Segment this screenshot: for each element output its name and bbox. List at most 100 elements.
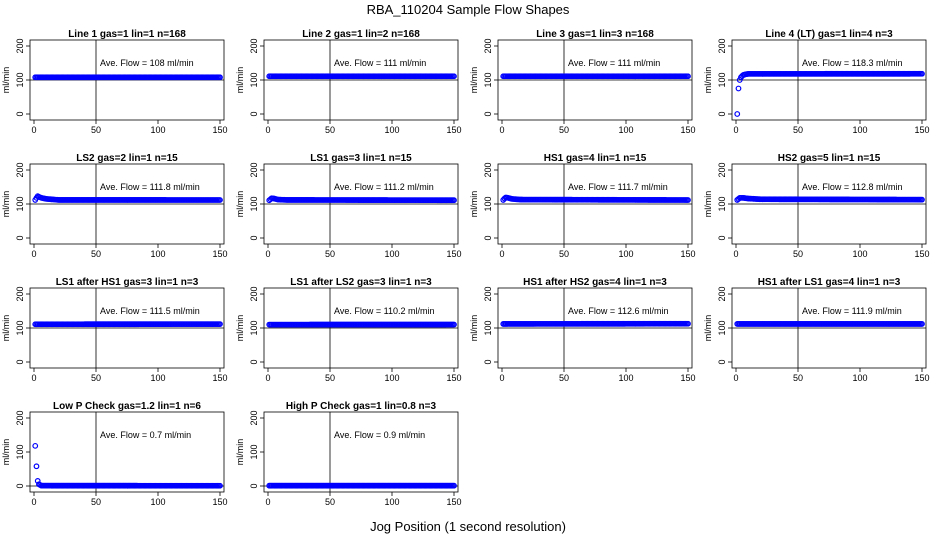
x-tick-label: 100: [384, 125, 399, 135]
y-axis-label: ml/min: [235, 439, 245, 466]
ave-flow-annotation: Ave. Flow = 118.3 ml/min: [802, 58, 902, 68]
x-tick-label: 100: [618, 373, 633, 383]
chart-panel-2: Line 2 gas=1 lin=2 n=168 0 50 100 150 0 100 200…: [235, 29, 462, 135]
ave-flow-annotation: Ave. Flow = 111.9 ml/min: [802, 306, 902, 316]
x-tick-label: 50: [793, 249, 803, 259]
data-point: [685, 197, 691, 203]
panel-title: Line 1 gas=1 lin=1 n=168: [68, 29, 186, 40]
data-point: [919, 70, 925, 77]
y-axis-label: ml/min: [703, 191, 713, 218]
x-tick-label: 100: [618, 125, 633, 135]
panel-title: Low P Check gas=1.2 lin=1 n=6: [53, 401, 201, 412]
data-point: [217, 321, 223, 327]
x-tick-label: 150: [446, 497, 461, 507]
x-tick-label: 0: [733, 125, 738, 135]
y-axis-label: ml/min: [1, 315, 11, 342]
y-axis-label: ml/min: [235, 315, 245, 342]
x-tick-label: 0: [499, 373, 504, 383]
y-tick-label: 200: [15, 162, 25, 177]
y-tick-label: 100: [717, 196, 727, 211]
x-tick-label: 0: [265, 373, 270, 383]
panel-title: High P Check gas=1 lin=0.8 n=3: [286, 401, 437, 412]
chart-panel-10: LS1 after LS2 gas=3 lin=1 n=3 0 50 100 150 0 1…: [235, 277, 462, 383]
ave-flow-annotation: Ave. Flow = 0.7 ml/min: [100, 430, 191, 440]
y-axis-label: ml/min: [235, 67, 245, 94]
x-tick-label: 0: [499, 249, 504, 259]
ave-flow-annotation: Ave. Flow = 108 ml/min: [100, 58, 194, 68]
y-tick-label: 100: [15, 320, 25, 335]
data-point: [736, 77, 743, 83]
y-axis-label: ml/min: [235, 191, 245, 218]
panel-title: HS1 gas=4 lin=1 n=15: [544, 153, 647, 164]
y-tick-label: 200: [249, 162, 259, 177]
ave-flow-annotation: Ave. Flow = 0.9 ml/min: [334, 430, 425, 440]
x-tick-label: 50: [559, 373, 569, 383]
data-point: [217, 74, 223, 81]
x-tick-label: 0: [31, 497, 36, 507]
panel-title: LS1 after HS1 gas=3 lin=1 n=3: [56, 277, 199, 288]
y-tick-label: 0: [249, 483, 259, 488]
panel-title: LS1 gas=3 lin=1 n=15: [310, 153, 412, 164]
y-tick-label: 100: [15, 72, 25, 87]
x-tick-label: 100: [852, 373, 867, 383]
chart-panel-3: Line 3 gas=1 lin=3 n=168 0 50 100 150 0 100 200…: [469, 29, 696, 135]
y-tick-label: 0: [483, 359, 493, 364]
x-tick-label: 150: [914, 125, 929, 135]
chart-panel-1: Line 1 gas=1 lin=1 n=168 0 50 100 150 0 100 200…: [1, 29, 228, 135]
data-point: [451, 197, 457, 204]
chart-panel-9: LS1 after HS1 gas=3 lin=1 n=3 0 50 100 150 0 1…: [1, 277, 228, 383]
y-tick-label: 200: [15, 38, 25, 53]
x-tick-label: 100: [384, 497, 399, 507]
chart-panel-7: HS1 gas=4 lin=1 n=15 0 50 100 150 0 100 200 ml/m…: [469, 153, 696, 259]
x-tick-label: 50: [91, 249, 101, 259]
panel-title: Line 2 gas=1 lin=2 n=168: [302, 29, 420, 40]
x-tick-label: 150: [446, 249, 461, 259]
y-tick-label: 200: [15, 410, 25, 425]
x-tick-label: 0: [265, 249, 270, 259]
ave-flow-annotation: Ave. Flow = 111.7 ml/min: [568, 182, 668, 192]
ave-flow-annotation: Ave. Flow = 110.2 ml/min: [334, 306, 434, 316]
y-tick-label: 0: [15, 235, 25, 240]
x-tick-label: 0: [265, 125, 270, 135]
x-tick-label: 50: [325, 497, 335, 507]
x-tick-label: 0: [31, 249, 36, 259]
chart-panel-12: HS1 after LS1 gas=4 lin=1 n=3 0 50 100 150 0 1…: [703, 277, 930, 383]
x-tick-label: 0: [733, 249, 738, 259]
x-tick-label: 50: [325, 249, 335, 259]
x-tick-label: 150: [680, 249, 695, 259]
x-tick-label: 100: [150, 497, 165, 507]
y-axis-label: ml/min: [469, 191, 479, 218]
data-point: [685, 73, 691, 80]
x-tick-label: 150: [914, 373, 929, 383]
x-tick-label: 0: [31, 373, 36, 383]
x-tick-label: 50: [559, 249, 569, 259]
y-tick-label: 0: [249, 111, 259, 116]
y-tick-label: 100: [483, 320, 493, 335]
x-tick-label: 150: [212, 125, 227, 135]
y-tick-label: 100: [483, 196, 493, 211]
x-tick-label: 150: [212, 497, 227, 507]
x-tick-label: 100: [150, 125, 165, 135]
panel-title: Line 4 (LT) gas=1 lin=4 n=3: [765, 29, 893, 40]
x-tick-label: 0: [265, 497, 270, 507]
x-tick-label: 100: [384, 249, 399, 259]
y-tick-label: 0: [717, 111, 727, 116]
y-tick-label: 100: [717, 72, 727, 87]
ave-flow-annotation: Ave. Flow = 112.8 ml/min: [802, 182, 902, 192]
plot-frame: [29, 411, 225, 493]
panel-grid: Line 1 gas=1 lin=1 n=168 0 50 100 150 0 100 200…: [1, 29, 930, 507]
y-tick-label: 100: [15, 444, 25, 459]
y-tick-label: 200: [249, 38, 259, 53]
x-tick-label: 50: [793, 373, 803, 383]
y-axis-label: ml/min: [1, 439, 11, 466]
data-point: [451, 482, 457, 489]
y-tick-label: 200: [483, 162, 493, 177]
x-tick-label: 50: [91, 497, 101, 507]
chart-panel-8: HS2 gas=5 lin=1 n=15 0 50 100 150 0 100 200 ml/m…: [703, 153, 930, 259]
data-point: [919, 321, 925, 327]
x-tick-label: 50: [91, 373, 101, 383]
y-axis-label: ml/min: [469, 67, 479, 94]
y-tick-label: 100: [249, 320, 259, 335]
x-tick-label: 50: [325, 373, 335, 383]
